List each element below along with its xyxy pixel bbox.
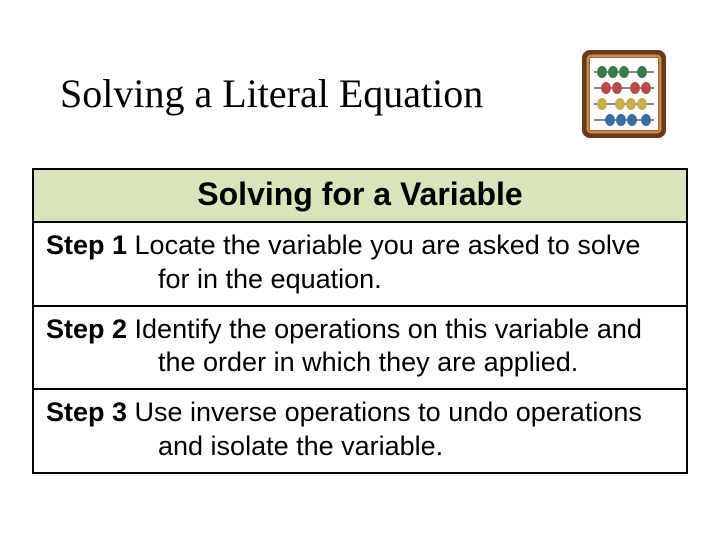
step-body: Use inverse operations to undo operation… <box>127 397 642 461</box>
table-header: Solving for a Variable <box>34 170 686 223</box>
step-label: Step 1 <box>46 230 127 260</box>
title-row: Solving a Literal Equation <box>60 70 660 117</box>
step-line: Step 3 Use inverse operations to undo op… <box>46 396 674 464</box>
step-line: Step 1 Locate the variable you are asked… <box>46 229 674 297</box>
table-row: Step 3 Use inverse operations to undo op… <box>34 390 686 472</box>
step-body: Locate the variable you are asked to sol… <box>127 230 640 294</box>
step-body: Identify the operations on this variable… <box>127 314 642 378</box>
table-row: Step 1 Locate the variable you are asked… <box>34 223 686 307</box>
steps-table: Solving for a Variable Step 1 Locate the… <box>32 168 688 474</box>
page-title: Solving a Literal Equation <box>60 70 483 117</box>
table-header-text: Solving for a Variable <box>197 176 522 212</box>
step-label: Step 3 <box>46 397 127 427</box>
table-row: Step 2 Identify the operations on this v… <box>34 307 686 391</box>
abacus-icon <box>580 48 668 145</box>
step-line: Step 2 Identify the operations on this v… <box>46 313 674 381</box>
slide: Solving a Literal Equation <box>0 0 720 540</box>
step-label: Step 2 <box>46 314 127 344</box>
